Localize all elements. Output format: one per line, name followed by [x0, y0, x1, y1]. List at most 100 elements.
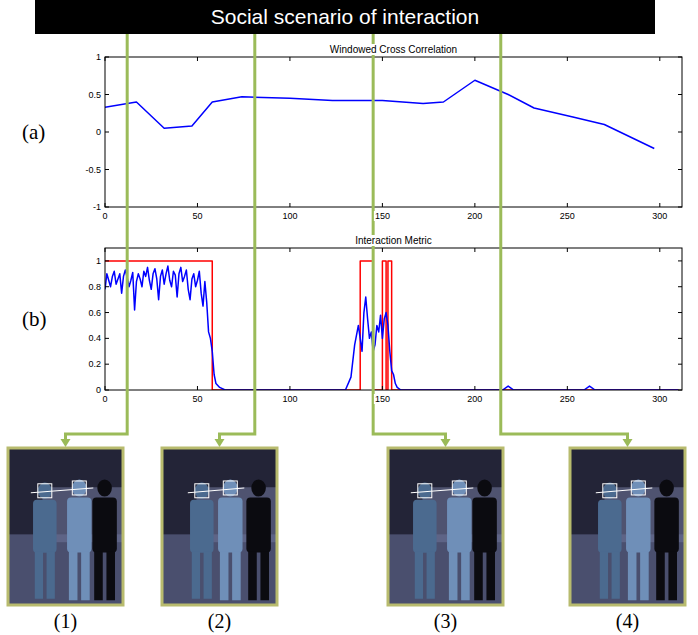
x-tick — [105, 386, 106, 390]
series-group — [105, 80, 654, 148]
figure: 050100150200250300-1-0.500.51Windowed Cr… — [0, 0, 698, 635]
connector-arrow — [441, 439, 451, 447]
x-tick — [474, 386, 475, 390]
x-tick-label: 100 — [282, 394, 297, 404]
image-panel — [162, 448, 277, 605]
plot-frame — [105, 248, 682, 390]
face-box — [72, 481, 86, 495]
plot-area — [105, 57, 682, 207]
x-tick — [197, 203, 198, 207]
y-tick — [105, 390, 109, 391]
x-tick-label: 0 — [102, 211, 107, 221]
label-patch — [87, 333, 102, 343]
label-patch — [95, 52, 102, 62]
figure-leg — [640, 551, 649, 600]
figure-head — [97, 479, 112, 496]
label-patch — [191, 211, 203, 221]
frame-connector — [501, 34, 628, 440]
frame-connectors — [61, 34, 633, 447]
connector-arrow — [215, 439, 225, 447]
y-tick — [678, 286, 682, 287]
image-frame — [162, 448, 277, 605]
x-tick — [289, 386, 290, 390]
image-bg — [162, 448, 277, 605]
y-tick-label: 0.5 — [88, 90, 101, 100]
frame-label: (1) — [54, 610, 77, 633]
x-tick-label: 100 — [282, 211, 297, 221]
label-patch — [95, 127, 102, 137]
label-patch — [87, 90, 102, 100]
x-tick — [474, 248, 475, 252]
label-patch — [329, 44, 458, 55]
x-tick — [289, 248, 290, 252]
figure-leg — [35, 552, 43, 599]
x-tick-label: 0 — [102, 394, 107, 404]
frame-label: (3) — [434, 610, 457, 633]
panel-label: (a) — [22, 120, 45, 144]
y-tick-label: 1 — [96, 52, 101, 62]
image-frame — [388, 448, 503, 605]
figure-leg — [192, 552, 200, 599]
y-tick — [678, 338, 682, 339]
y-tick — [678, 364, 682, 365]
figure-body — [598, 500, 622, 553]
figure-leg — [260, 551, 269, 600]
figure-body — [190, 500, 214, 553]
y-tick — [105, 132, 109, 133]
label-patch — [651, 394, 668, 404]
banner — [35, 0, 655, 34]
plot-frame — [105, 57, 682, 207]
label-patch — [466, 211, 483, 221]
y-tick-label: 1 — [96, 256, 101, 266]
x-tick — [567, 248, 568, 252]
figure-leg — [427, 552, 435, 599]
figure-head — [452, 479, 467, 496]
x-tick — [659, 386, 660, 390]
x-tick — [567, 57, 568, 61]
x-tick — [197, 386, 198, 390]
image-frame — [8, 448, 123, 605]
figure-head — [659, 479, 674, 496]
y-tick — [105, 338, 109, 339]
figure-leg — [474, 551, 483, 600]
gaze-line — [411, 488, 474, 493]
figure-body — [654, 497, 678, 552]
figure-head — [38, 483, 52, 499]
y-tick — [105, 57, 109, 58]
x-tick-label: 200 — [467, 211, 482, 221]
y-tick-label: 0.6 — [88, 308, 101, 318]
y-tick — [678, 94, 682, 95]
chart-title: Interaction Metric — [355, 235, 432, 246]
figure-head — [631, 479, 646, 496]
image-bg — [388, 448, 503, 605]
y-tick — [105, 364, 109, 365]
x-tick-label: 50 — [192, 394, 202, 404]
image-panel — [8, 448, 123, 605]
label-patch — [87, 359, 102, 369]
frame-connector — [66, 34, 128, 440]
x-tick — [659, 203, 660, 207]
figure-leg — [668, 551, 677, 600]
x-tick — [105, 248, 106, 252]
texts: 050100150200250300-1-0.500.51Windowed Cr… — [22, 44, 668, 633]
x-tick — [289, 203, 290, 207]
label-patch — [559, 394, 576, 404]
figure-head — [72, 479, 87, 496]
gaze-line — [31, 488, 94, 493]
x-tick — [474, 203, 475, 207]
label-patch — [191, 394, 203, 404]
figure-leg — [81, 551, 90, 600]
x-tick — [197, 57, 198, 61]
y-tick-label: -1 — [93, 202, 101, 212]
label-patch — [95, 385, 102, 395]
image-panel — [388, 448, 503, 605]
label-patch — [281, 211, 298, 221]
figure-leg — [69, 551, 78, 600]
banner-title: Social scenario of interaction — [211, 5, 479, 28]
figure-body — [92, 497, 116, 552]
x-tick — [567, 386, 568, 390]
figure-leg — [449, 551, 458, 600]
figure-leg — [220, 551, 229, 600]
x-tick — [289, 57, 290, 61]
y-tick — [105, 286, 109, 287]
